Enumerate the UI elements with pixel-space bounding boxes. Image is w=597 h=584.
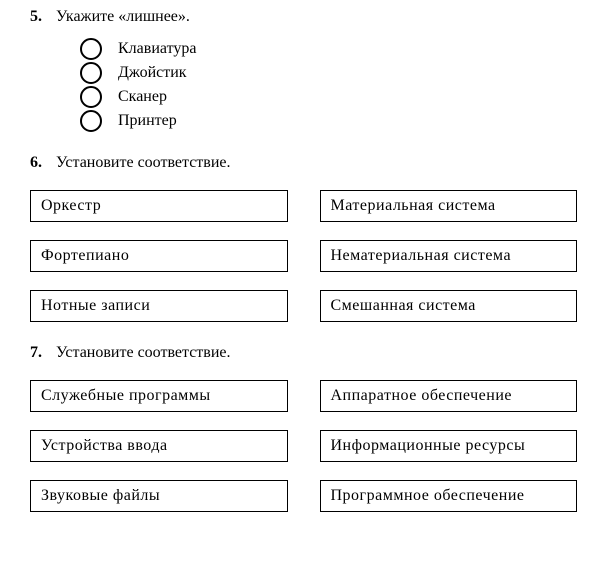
question-6-header: 6. Установите соответствие. <box>30 154 577 172</box>
match-right-box[interactable]: Программное обеспечение <box>320 480 578 512</box>
radio-circle-icon[interactable] <box>80 38 102 60</box>
question-7-grid: Служебные программы Аппаратное обеспечен… <box>30 380 577 512</box>
option-label: Принтер <box>118 112 177 130</box>
option-row[interactable]: Принтер <box>80 110 577 132</box>
match-left-box[interactable]: Устройства ввода <box>30 430 288 462</box>
match-right-box[interactable]: Нематериальная система <box>320 240 578 272</box>
option-label: Сканер <box>118 88 167 106</box>
question-5-options: Клавиатура Джойстик Сканер Принтер <box>80 38 577 132</box>
match-right-box[interactable]: Аппаратное обеспечение <box>320 380 578 412</box>
question-prompt: Установите соответствие. <box>56 154 231 172</box>
option-label: Джойстик <box>118 64 187 82</box>
radio-circle-icon[interactable] <box>80 62 102 84</box>
question-number: 6. <box>30 154 56 172</box>
question-5-header: 5. Укажите «лишнее». <box>30 8 577 26</box>
question-number: 7. <box>30 344 56 362</box>
option-label: Клавиатура <box>118 40 196 58</box>
match-right-box[interactable]: Смешанная система <box>320 290 578 322</box>
match-left-box[interactable]: Служебные программы <box>30 380 288 412</box>
option-row[interactable]: Сканер <box>80 86 577 108</box>
match-left-box[interactable]: Нотные записи <box>30 290 288 322</box>
question-7-header: 7. Установите соответствие. <box>30 344 577 362</box>
match-left-box[interactable]: Оркестр <box>30 190 288 222</box>
question-6-grid: Оркестр Материальная система Фортепиано … <box>30 190 577 322</box>
radio-circle-icon[interactable] <box>80 110 102 132</box>
match-right-box[interactable]: Материальная система <box>320 190 578 222</box>
question-prompt: Установите соответствие. <box>56 344 231 362</box>
match-left-box[interactable]: Фортепиано <box>30 240 288 272</box>
worksheet-page: 5. Укажите «лишнее». Клавиатура Джойстик… <box>0 0 597 554</box>
radio-circle-icon[interactable] <box>80 86 102 108</box>
match-right-box[interactable]: Информационные ресурсы <box>320 430 578 462</box>
option-row[interactable]: Джойстик <box>80 62 577 84</box>
question-prompt: Укажите «лишнее». <box>56 8 190 26</box>
option-row[interactable]: Клавиатура <box>80 38 577 60</box>
match-left-box[interactable]: Звуковые файлы <box>30 480 288 512</box>
question-number: 5. <box>30 8 56 26</box>
